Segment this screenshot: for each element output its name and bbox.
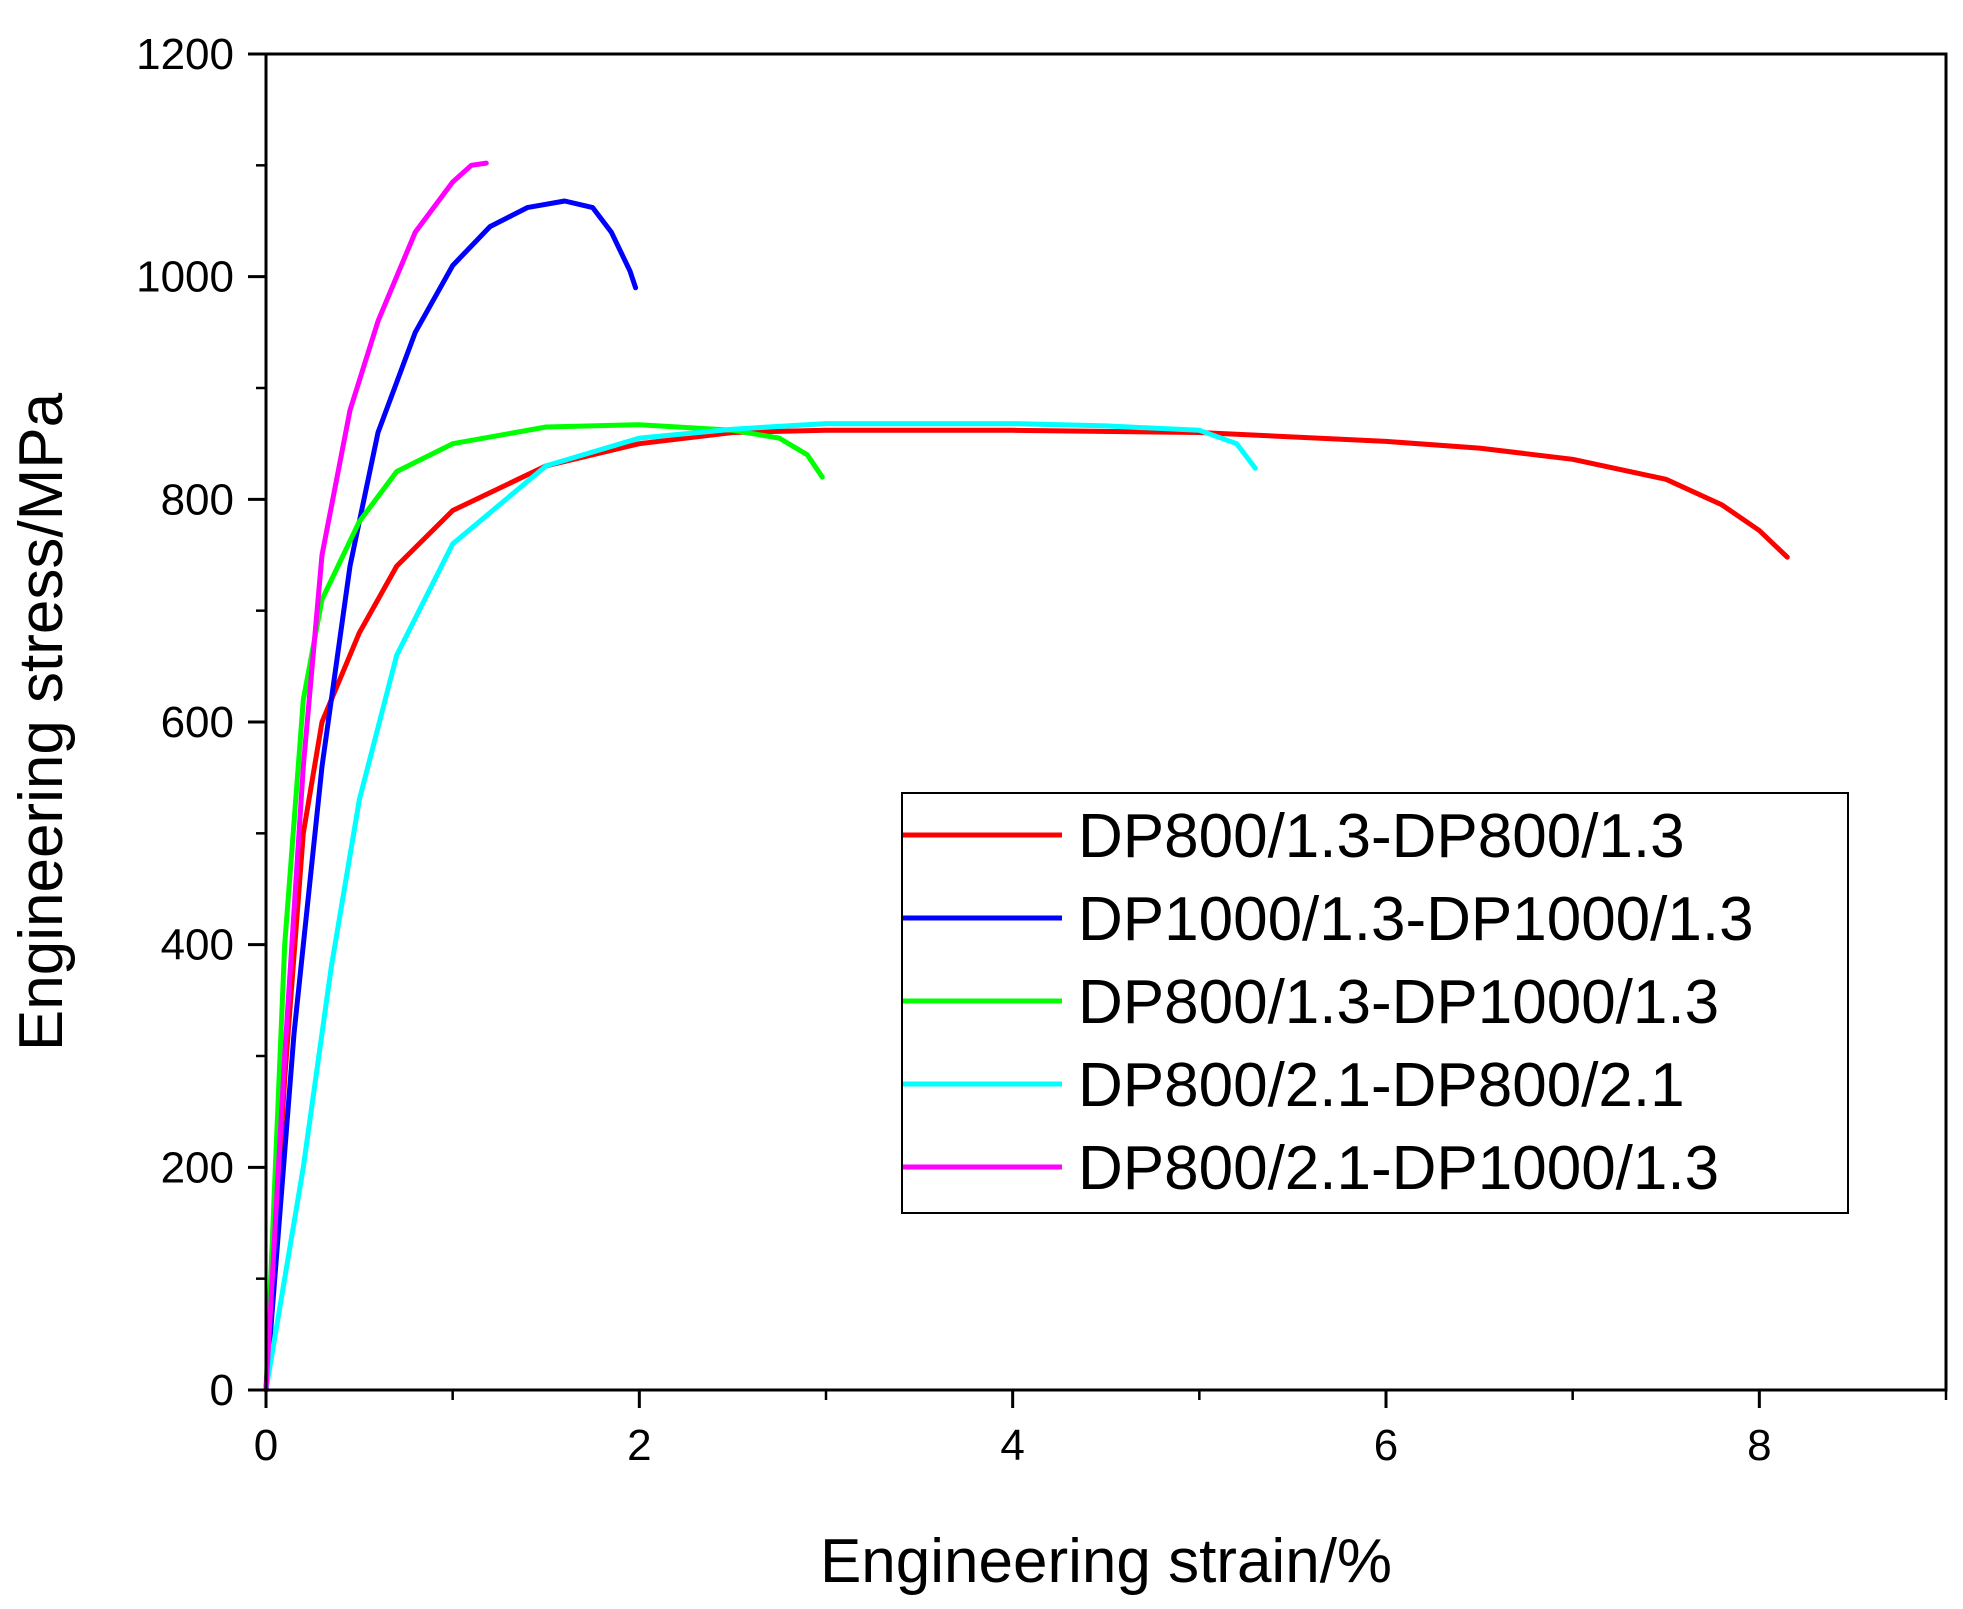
y-axis-title: Engineering stress/MPa — [7, 392, 76, 1051]
series-layer — [263, 160, 1790, 1393]
legend-items: DP800/1.3-DP800/1.3 DP1000/1.3-DP1000/1.3… — [903, 802, 1754, 1203]
x-tick-label: 0 — [254, 1421, 278, 1470]
legend-label-1: DP800/1.3-DP800/1.3 — [1078, 802, 1685, 871]
y-tick-label: 600 — [161, 698, 234, 747]
legend-label-2: DP1000/1.3-DP1000/1.3 — [1078, 885, 1754, 954]
y-tick-label: 0 — [210, 1366, 234, 1415]
series-line-5 — [263, 160, 489, 1393]
legend-label-5: DP800/2.1-DP1000/1.3 — [1078, 1134, 1719, 1203]
series-line-4 — [263, 421, 1258, 1393]
y-tick-label: 400 — [161, 921, 234, 970]
series-line-3 — [263, 422, 825, 1393]
legend-label-4: DP800/2.1-DP800/2.1 — [1078, 1051, 1685, 1120]
y-tick-label: 1000 — [136, 253, 234, 302]
legend-label-3: DP800/1.3-DP1000/1.3 — [1078, 968, 1719, 1037]
y-tick-label: 800 — [161, 475, 234, 524]
x-tick-label: 2 — [627, 1421, 651, 1470]
x-tick-label: 4 — [1000, 1421, 1024, 1470]
y-tick-label: 1200 — [136, 30, 234, 79]
series-line-2 — [263, 198, 639, 1393]
y-tick-label: 200 — [161, 1143, 234, 1192]
x-tick-label: 6 — [1374, 1421, 1398, 1470]
ticks-layer: 0 2 4 6 8 0 200 400 600 800 1000 1200 — [136, 30, 1948, 1470]
x-axis-title: Engineering strain/% — [820, 1527, 1392, 1596]
legend: DP800/1.3-DP800/1.3 DP1000/1.3-DP1000/1.3… — [901, 792, 1849, 1214]
x-tick-label: 8 — [1747, 1421, 1771, 1470]
